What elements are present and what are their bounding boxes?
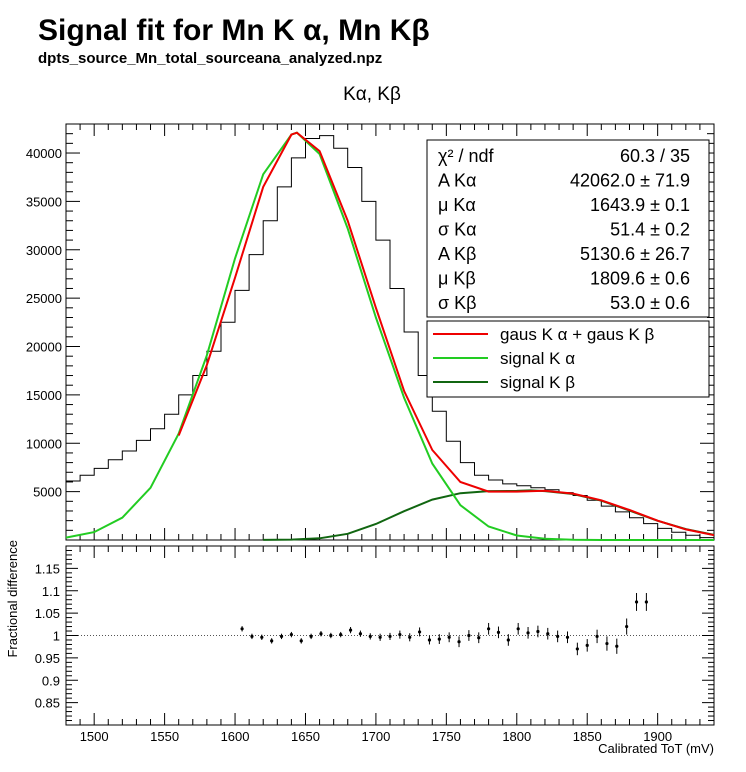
x-tick-label: 1650 [291,729,320,744]
stats-value: 5130.6 ± 26.7 [580,244,690,264]
ratio-y-axis: 0.85 0.9 0.95 1 1.05 1.1 1.15 [35,549,714,722]
top-y-axis: 5000 10000 15000 20000 25000 30000 35000 40000 [26,133,714,531]
legend: gaus K α + gaus K β signal K α signal K β [426,320,710,398]
page-subtitle: dpts_source_Mn_total_sourceana_analyzed.… [38,50,383,67]
y-tick-label: 1.1 [42,584,60,599]
ratio-point [260,634,264,640]
stats-value: 51.4 ± 0.2 [610,220,690,240]
ratio-point [319,631,323,637]
ratio-point [625,618,629,635]
ratio-point [329,632,333,639]
ratio-point [575,642,579,656]
y-axis-title: Fractional difference [5,540,20,658]
x-tick-label: 1500 [80,729,109,744]
ratio-point [457,636,461,648]
ratio-point [634,592,639,611]
y-tick-label: 25000 [26,291,62,306]
x-tick-label: 1600 [221,729,250,744]
ratio-point [378,633,382,641]
ratio-point [240,626,244,632]
ratio-point [556,630,560,643]
ratio-point [477,632,481,644]
stats-value: 42062.0 ± 71.9 [570,171,690,191]
ratio-point [516,622,520,635]
ratio-point [348,626,353,634]
stats-label: σ Kβ [438,293,476,313]
legend-label: signal K α [500,349,575,368]
ratio-point [417,627,422,637]
ratio-point [605,636,609,651]
ratio-point [447,632,451,643]
x-tick-label: 1850 [573,729,602,744]
ratio-point [250,633,254,640]
y-tick-label: 1.15 [35,561,60,576]
signal-kb-curve [263,489,715,541]
x-tick-label: 1900 [643,729,672,744]
legend-label: gaus K α + gaus K β [500,325,655,344]
y-tick-label: 20000 [26,340,62,355]
y-tick-label: 10000 [26,436,62,451]
y-tick-label: 1 [53,629,60,644]
ratio-point [595,629,599,644]
top-plot-title: Kα, Kβ [343,84,401,105]
stats-value: 1643.9 ± 0.1 [590,195,690,215]
ratio-point [506,634,510,646]
stats-label: A Kα [438,171,476,191]
stats-label: σ Kα [438,220,477,240]
ratio-point [615,638,619,654]
ratio-point [585,639,589,652]
ratio-point [546,627,550,640]
stats-value: 53.0 ± 0.6 [610,293,690,313]
ratio-points [240,592,648,656]
ratio-point [467,630,471,641]
y-tick-label: 1.05 [35,606,60,621]
x-tick-label: 1550 [150,729,179,744]
ratio-point [309,633,313,640]
total-fit-curve [177,131,715,537]
y-tick-label: 35000 [26,194,62,209]
ratio-point [644,592,648,611]
stats-value: 1809.6 ± 0.6 [590,269,690,289]
y-tick-label: 0.95 [35,651,60,666]
ratio-point [358,630,363,637]
ratio-x-axis: 1500 1550 1600 1650 1700 1750 1800 1850 1900 [79,546,715,744]
y-tick-label: 15000 [26,388,62,403]
ratio-point [536,625,540,638]
x-tick-label: 1800 [502,729,531,744]
legend-label: signal K β [500,373,575,392]
ratio-point [388,632,392,640]
ratio-point [427,635,432,645]
ratio-point [408,633,412,642]
ratio-point [437,634,441,645]
ratio-point [289,631,293,638]
ratio-point [487,622,491,635]
stats-label: μ Kβ [438,269,476,289]
ratio-point [279,633,284,640]
y-tick-label: 0.9 [42,673,60,688]
page-title: Signal fit for Mn K α, Mn Kβ [38,14,430,47]
ratio-point [368,633,372,640]
ratio-point [299,638,303,644]
histogram [66,135,714,539]
ratio-point [398,630,402,639]
stats-value: 60.3 / 35 [620,146,690,166]
stats-label: χ² / ndf [438,146,494,166]
ratio-point [339,631,343,638]
x-tick-label: 1700 [361,729,390,744]
y-tick-label: 0.85 [35,696,60,711]
ratio-point [270,638,274,644]
y-tick-label: 30000 [26,243,62,258]
x-axis-title: Calibrated ToT (mV) [598,741,714,756]
x-tick-label: 1750 [432,729,461,744]
stats-box: χ² / ndf 60.3 / 35 A Kα 42062.0 ± 71.9 μ Kα 1… [426,139,710,318]
ratio-point [526,626,530,639]
ratio-point [565,631,570,644]
y-tick-label: 40000 [26,146,62,161]
stats-label: A Kβ [438,244,476,264]
stats-label: μ Kα [438,195,476,215]
y-tick-label: 5000 [33,485,62,500]
ratio-point [496,626,501,639]
